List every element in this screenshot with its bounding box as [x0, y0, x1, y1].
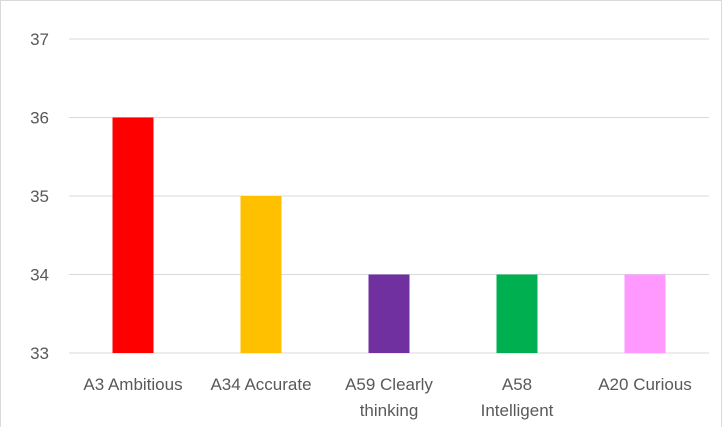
x-category-label: thinking [360, 401, 419, 420]
x-category-label: A58 [502, 375, 532, 394]
bars [112, 117, 666, 353]
x-category-label: A59 Clearly [345, 375, 433, 394]
x-category-label: A34 Accurate [210, 375, 311, 394]
x-category-label: Intelligent [481, 401, 554, 420]
y-tick-label: 35 [30, 187, 49, 206]
bar [624, 274, 666, 353]
y-tick-label: 33 [30, 344, 49, 363]
x-axis-labels: A3 Ambitious A34 Accurate A59 Clearly think… [83, 375, 691, 420]
bar [368, 274, 410, 353]
gridlines [69, 38, 709, 354]
x-category-label: A20 Curious [598, 375, 692, 394]
bar [496, 274, 538, 353]
y-tick-label: 34 [30, 266, 49, 285]
y-axis-ticks: 33 34 35 36 37 [30, 30, 49, 363]
y-tick-label: 37 [30, 30, 49, 49]
x-category-label: A3 Ambitious [83, 375, 182, 394]
bar [240, 196, 282, 353]
y-tick-label: 36 [30, 109, 49, 128]
bar [112, 117, 154, 353]
